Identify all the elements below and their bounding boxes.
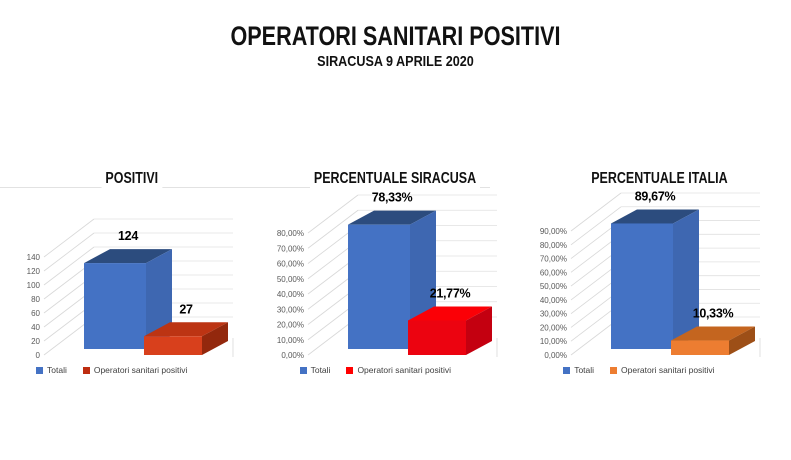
value-label: 10,33% <box>693 307 734 321</box>
legend-swatch-icon <box>36 366 43 374</box>
main-title: OPERATORI SANITARI POSITIVI <box>230 21 561 51</box>
y-axis-ticks: 90,00% 80,00% 70,00% 60,00% 50,00% 40,00% 30,0… <box>540 227 567 360</box>
chart-canvas-percentuale-italia: 90,00% 80,00% 70,00% 60,00% 50,00% 40,00% 30,0… <box>540 189 761 360</box>
legend-swatch-icon <box>563 366 571 374</box>
value-label: 27 <box>179 302 193 316</box>
value-label: 78,33% <box>371 191 412 205</box>
chart-legend-percentuale-siracusa: Totali Operatori sanitari positivi <box>299 365 528 375</box>
y-tick-label: 80,00% <box>276 229 303 238</box>
legend-swatch-icon <box>299 366 307 374</box>
y-tick-label: 0,00% <box>545 351 568 360</box>
y-tick-label: 140 <box>27 253 41 262</box>
header: OPERATORI SANITARI POSITIVI SIRACUSA 9 A… <box>0 21 791 71</box>
y-tick-label: 100 <box>27 281 41 290</box>
y-tick-label: 20 <box>31 337 40 346</box>
legend-label: Totali <box>310 365 331 375</box>
y-axis-ticks: 140 120 100 80 60 40 20 0 <box>27 253 41 360</box>
legend-label: Totali <box>47 365 67 375</box>
charts-row: POSITIVI 140 120 100 80 60 40 20 0 124 27 Totali O… <box>0 168 791 375</box>
legend-item: Totali <box>299 365 331 375</box>
legend-swatch-icon <box>82 366 90 374</box>
chart-panel-percentuale-siracusa: PERCENTUALE SIRACUSA 80,00% 70,00% 60,00% 5… <box>264 168 528 375</box>
legend-label: Operatori sanitari positivi <box>357 365 451 375</box>
title-underline <box>0 187 490 188</box>
y-tick-label: 30,00% <box>276 305 303 314</box>
legend-item: Operatori sanitari positivi <box>346 365 451 375</box>
y-tick-label: 80 <box>31 295 40 304</box>
y-tick-label: 20,00% <box>540 323 567 332</box>
y-tick-label: 10,00% <box>540 337 567 346</box>
y-tick-label: 50,00% <box>276 275 303 284</box>
y-tick-label: 90,00% <box>540 227 567 236</box>
legend-label: Operatori sanitari positivi <box>621 365 715 375</box>
y-tick-label: 50,00% <box>540 282 567 291</box>
bar-totali <box>84 249 172 349</box>
y-tick-label: 40,00% <box>540 296 567 305</box>
y-tick-label: 70,00% <box>276 244 303 253</box>
value-label: 89,67% <box>635 189 676 203</box>
y-axis-ticks: 80,00% 70,00% 60,00% 50,00% 40,00% 30,00% 20,0… <box>276 229 303 360</box>
y-tick-label: 0,00% <box>281 351 304 360</box>
chart-panel-positivi: POSITIVI 140 120 100 80 60 40 20 0 124 27 Totali O… <box>0 168 264 375</box>
y-tick-label: 60 <box>31 309 40 318</box>
y-tick-label: 40,00% <box>276 290 303 299</box>
chart-legend-positivi: Totali Operatori sanitari positivi <box>36 365 264 375</box>
chart-panel-percentuale-italia: PERCENTUALE ITALIA 90,00% 80,00% 70,00% 60,… <box>527 168 791 375</box>
chart-title-percentuale-siracusa: PERCENTUALE SIRACUSA <box>310 168 481 189</box>
legend-swatch-icon <box>346 366 354 374</box>
chart-title-percentuale-italia: PERCENTUALE ITALIA <box>586 168 732 189</box>
legend-label: Totali <box>574 365 595 375</box>
chart-title-positivi: POSITIVI <box>101 168 163 189</box>
bar-totali <box>611 209 700 349</box>
bar-operatori-sanitari-positivi <box>144 322 228 355</box>
legend-item: Operatori sanitari positivi <box>610 365 715 375</box>
chart-canvas-percentuale-siracusa: 80,00% 70,00% 60,00% 50,00% 40,00% 30,00% 20,0… <box>276 191 497 360</box>
y-tick-label: 10,00% <box>276 336 303 345</box>
chart-legend-percentuale-italia: Totali Operatori sanitari positivi <box>563 365 791 375</box>
y-tick-label: 60,00% <box>540 268 567 277</box>
value-label: 21,77% <box>429 286 470 300</box>
y-tick-label: 60,00% <box>276 260 303 269</box>
legend-label: Operatori sanitari positivi <box>93 365 188 375</box>
y-tick-label: 80,00% <box>540 241 567 250</box>
y-tick-label: 20,00% <box>276 321 303 330</box>
y-tick-label: 70,00% <box>540 255 567 264</box>
y-tick-label: 0 <box>36 351 41 360</box>
subtitle: SIRACUSA 9 APRILE 2020 <box>317 53 474 71</box>
bar-operatori-sanitari-positivi <box>671 326 756 355</box>
y-tick-label: 40 <box>31 323 40 332</box>
legend-item: Totali <box>563 365 594 375</box>
legend-item: Totali <box>36 365 67 375</box>
bar-totali <box>347 210 436 349</box>
legend-item: Operatori sanitari positivi <box>82 365 188 375</box>
y-tick-label: 30,00% <box>540 310 567 319</box>
value-label: 124 <box>118 229 138 243</box>
legend-swatch-icon <box>610 366 618 374</box>
y-tick-label: 120 <box>27 267 41 276</box>
bar-operatori-sanitari-positivi <box>407 306 492 355</box>
chart-canvas-positivi: 140 120 100 80 60 40 20 0 124 27 <box>27 218 234 360</box>
